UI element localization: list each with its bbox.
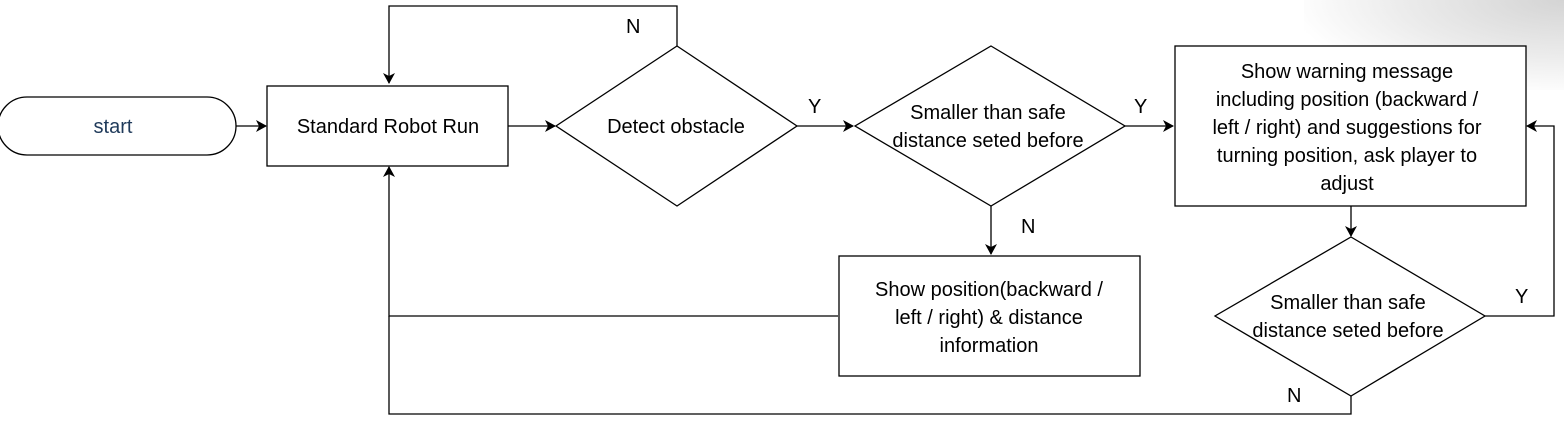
text-line: Standard Robot Run <box>297 116 479 138</box>
text-line: left / right) & distance <box>895 307 1083 329</box>
label-detect-no: N <box>626 16 640 38</box>
show-position-node: Show position(backward / left / right) & … <box>838 255 1141 377</box>
edge-showpos-to-run <box>383 166 838 317</box>
warning-message-node: Show warning message including position (… <box>1174 45 1527 207</box>
edge-decision2-no-to-run <box>388 316 1352 415</box>
edge-decision2-yes-loop <box>1485 120 1555 317</box>
text-line: distance seted before <box>892 130 1083 152</box>
text-line: Smaller than safe <box>910 102 1066 124</box>
text-line: Show position(backward / <box>875 279 1103 301</box>
text-line: start <box>94 116 133 138</box>
show-position-label: Show position(backward / left / right) & … <box>875 279 1103 357</box>
edge-detect-no-loop <box>383 5 678 84</box>
text-line: distance seted before <box>1252 320 1443 342</box>
connectors <box>236 5 1555 415</box>
label-decision1-no: N <box>1021 216 1035 238</box>
text-line: left / right) and suggestions for <box>1212 117 1481 139</box>
start-label: start <box>94 116 133 138</box>
decision1-node: Smaller than safe distance seted before <box>853 45 1127 207</box>
detect-obstacle-node: Detect obstacle <box>554 45 799 207</box>
decision2-label: Smaller than safe distance seted before <box>1252 292 1443 342</box>
text-line: information <box>940 335 1039 357</box>
label-decision2-yes: Y <box>1515 286 1528 308</box>
standard-robot-run-label: Standard Robot Run <box>297 116 479 138</box>
warning-message-label: Show warning message including position (… <box>1212 61 1481 195</box>
detect-obstacle-label: Detect obstacle <box>607 116 745 138</box>
start-node: start <box>0 96 237 156</box>
text-line: Detect obstacle <box>607 116 745 138</box>
text-line: turning position, ask player to <box>1217 145 1477 167</box>
label-decision1-yes: Y <box>1134 96 1147 118</box>
text-line: adjust <box>1320 173 1374 195</box>
label-detect-yes: Y <box>808 96 821 118</box>
decision1-label: Smaller than safe distance seted before <box>892 102 1083 152</box>
text-line: including position (backward / <box>1216 89 1479 111</box>
decision2-node: Smaller than safe distance seted before <box>1213 236 1487 397</box>
standard-robot-run-node: Standard Robot Run <box>266 85 509 167</box>
text-line: Show warning message <box>1241 61 1453 83</box>
label-decision2-no: N <box>1287 385 1301 407</box>
text-line: Smaller than safe <box>1270 292 1426 314</box>
